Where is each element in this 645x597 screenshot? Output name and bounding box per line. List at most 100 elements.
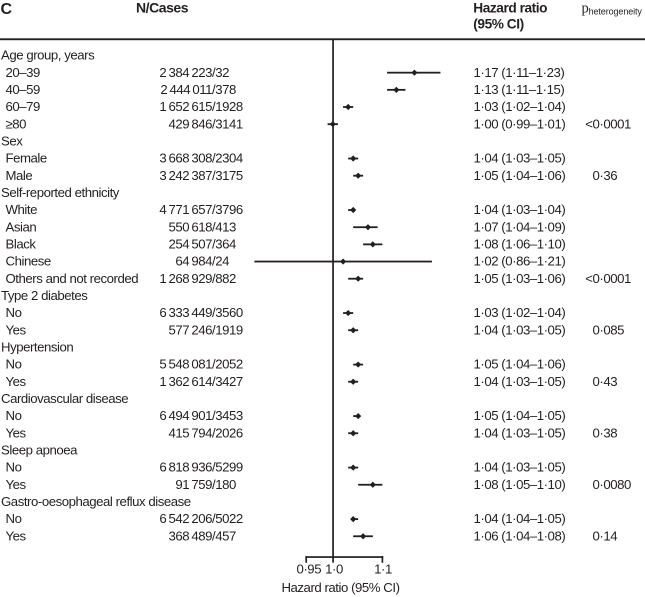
svg-text:Hazard ratio (95% CI): Hazard ratio (95% CI) bbox=[281, 580, 399, 595]
svg-text:Age group, years: Age group, years bbox=[1, 48, 95, 63]
svg-text:2 444 011: 2 444 011 bbox=[160, 82, 212, 97]
svg-text:6 818 936: 6 818 936 bbox=[159, 460, 212, 475]
svg-text:/1928: /1928 bbox=[212, 99, 243, 114]
svg-text:3 242 387: 3 242 387 bbox=[159, 168, 212, 183]
svg-text:/378: /378 bbox=[212, 82, 236, 97]
svg-text:429 846: 429 846 bbox=[169, 116, 213, 131]
svg-text:Yes: Yes bbox=[6, 477, 27, 492]
svg-text:1·0: 1·0 bbox=[325, 561, 343, 576]
svg-text:1 362 614: 1 362 614 bbox=[159, 374, 212, 389]
svg-text:/5022: /5022 bbox=[212, 511, 243, 526]
svg-text:/3453: /3453 bbox=[212, 408, 243, 423]
svg-text:/1919: /1919 bbox=[212, 322, 243, 337]
svg-text:1·03 (1·02–1·04): 1·03 (1·02–1·04) bbox=[474, 305, 566, 320]
svg-text:/5299: /5299 bbox=[212, 460, 243, 475]
svg-text:<0·0001: <0·0001 bbox=[585, 116, 631, 131]
svg-text:/3427: /3427 bbox=[212, 374, 243, 389]
svg-text:/3141: /3141 bbox=[212, 116, 243, 131]
svg-text:40–59: 40–59 bbox=[6, 82, 41, 97]
svg-text:1·07 (1·04–1·09): 1·07 (1·04–1·09) bbox=[474, 219, 566, 234]
svg-text:/413: /413 bbox=[212, 219, 236, 234]
svg-text:Others and not recorded: Others and not recorded bbox=[6, 271, 139, 286]
svg-text:Yes: Yes bbox=[6, 374, 27, 389]
svg-text:Hypertension: Hypertension bbox=[1, 339, 73, 354]
svg-text:No: No bbox=[6, 460, 22, 475]
svg-text:1·08 (1·06–1·10): 1·08 (1·06–1·10) bbox=[474, 236, 566, 251]
svg-text:0·43: 0·43 bbox=[593, 374, 618, 389]
svg-text:C: C bbox=[1, 1, 13, 18]
svg-text:/2026: /2026 bbox=[212, 425, 243, 440]
svg-text:/882: /882 bbox=[212, 271, 236, 286]
svg-text:Sex: Sex bbox=[1, 133, 23, 148]
svg-text:Black: Black bbox=[6, 236, 37, 251]
svg-text:White: White bbox=[6, 202, 38, 217]
svg-text:1·04 (1·03–1·05): 1·04 (1·03–1·05) bbox=[474, 322, 566, 337]
svg-text:/2052: /2052 bbox=[212, 357, 243, 372]
svg-text:0·95: 0·95 bbox=[296, 561, 321, 576]
svg-text:2 384 223: 2 384 223 bbox=[159, 65, 212, 80]
svg-text:1·04 (1·03–1·05): 1·04 (1·03–1·05) bbox=[474, 425, 566, 440]
svg-text:/24: /24 bbox=[212, 254, 229, 269]
svg-text:/3175: /3175 bbox=[212, 168, 243, 183]
svg-text:0·14: 0·14 bbox=[593, 528, 618, 543]
svg-text:Yes: Yes bbox=[6, 528, 27, 543]
svg-text:254 507: 254 507 bbox=[169, 236, 213, 251]
svg-text:550 618: 550 618 bbox=[169, 219, 213, 234]
svg-text:p: p bbox=[582, 1, 589, 17]
svg-text:1 268 929: 1 268 929 bbox=[159, 271, 212, 286]
svg-text:/2304: /2304 bbox=[212, 151, 243, 166]
svg-text:Sleep apnoea: Sleep apnoea bbox=[1, 443, 78, 458]
svg-text:1·02 (0·86–1·21): 1·02 (0·86–1·21) bbox=[474, 254, 566, 269]
svg-text:577 246: 577 246 bbox=[169, 322, 213, 337]
svg-text:20–39: 20–39 bbox=[6, 65, 41, 80]
svg-text:<0·0001: <0·0001 bbox=[585, 271, 631, 286]
svg-text:1·1: 1·1 bbox=[374, 561, 392, 576]
svg-text:Hazard ratio: Hazard ratio bbox=[473, 1, 547, 16]
svg-text:(95% CI): (95% CI) bbox=[473, 17, 523, 32]
svg-text:Type 2 diabetes: Type 2 diabetes bbox=[1, 288, 88, 303]
svg-text:6 542 206: 6 542 206 bbox=[159, 511, 212, 526]
svg-text:/3560: /3560 bbox=[212, 305, 243, 320]
svg-text:No: No bbox=[6, 357, 22, 372]
svg-text:1·05 (1·04–1·06): 1·05 (1·04–1·06) bbox=[474, 357, 566, 372]
svg-text:1·04 (1·03–1·05): 1·04 (1·03–1·05) bbox=[474, 460, 566, 475]
svg-text:No: No bbox=[6, 305, 22, 320]
svg-text:368 489: 368 489 bbox=[169, 528, 213, 543]
svg-text:1·08 (1·05–1·10): 1·08 (1·05–1·10) bbox=[474, 477, 566, 492]
svg-text:/364: /364 bbox=[212, 236, 236, 251]
svg-text:6 333 449: 6 333 449 bbox=[159, 305, 212, 320]
svg-text:5 548 081: 5 548 081 bbox=[159, 357, 212, 372]
svg-text:1·13 (1·11–1·15): 1·13 (1·11–1·15) bbox=[474, 82, 565, 97]
svg-text:1·00 (0·99–1·01): 1·00 (0·99–1·01) bbox=[474, 116, 566, 131]
svg-text:1·04 (1·03–1·05): 1·04 (1·03–1·05) bbox=[474, 151, 566, 166]
svg-text:1·05 (1·04–1·06): 1·05 (1·04–1·06) bbox=[474, 168, 566, 183]
svg-text:60–79: 60–79 bbox=[6, 99, 41, 114]
svg-text:/180: /180 bbox=[212, 477, 236, 492]
svg-text:0·0080: 0·0080 bbox=[593, 477, 631, 492]
svg-text:Female: Female bbox=[6, 151, 47, 166]
svg-text:No: No bbox=[6, 511, 22, 526]
svg-text:1·05 (1·03–1·06): 1·05 (1·03–1·06) bbox=[474, 271, 566, 286]
svg-text:heterogeneity: heterogeneity bbox=[589, 6, 643, 16]
svg-text:64 984: 64 984 bbox=[175, 254, 212, 269]
svg-text:91 759: 91 759 bbox=[175, 477, 212, 492]
svg-text:6 494 901: 6 494 901 bbox=[159, 408, 212, 423]
svg-text:Self-reported ethnicity: Self-reported ethnicity bbox=[1, 185, 120, 200]
svg-text:3 668 308: 3 668 308 bbox=[159, 151, 212, 166]
svg-text:415 794: 415 794 bbox=[169, 425, 213, 440]
svg-text:N/Cases: N/Cases bbox=[136, 0, 189, 16]
svg-text:Male: Male bbox=[6, 168, 33, 183]
svg-text:≥80: ≥80 bbox=[6, 116, 27, 131]
svg-text:0·085: 0·085 bbox=[593, 322, 625, 337]
svg-text:/3796: /3796 bbox=[212, 202, 243, 217]
svg-text:Asian: Asian bbox=[6, 219, 37, 234]
svg-text:/32: /32 bbox=[212, 65, 229, 80]
svg-text:0·38: 0·38 bbox=[593, 425, 618, 440]
svg-text:1·03 (1·02–1·04): 1·03 (1·02–1·04) bbox=[474, 99, 566, 114]
svg-text:1·04 (1·03–1·04): 1·04 (1·03–1·04) bbox=[474, 202, 566, 217]
svg-text:Yes: Yes bbox=[6, 425, 27, 440]
svg-text:0·36: 0·36 bbox=[593, 168, 618, 183]
svg-text:1·05 (1·04–1·05): 1·05 (1·04–1·05) bbox=[474, 408, 566, 423]
svg-text:/457: /457 bbox=[212, 528, 236, 543]
svg-text:No: No bbox=[6, 408, 22, 423]
